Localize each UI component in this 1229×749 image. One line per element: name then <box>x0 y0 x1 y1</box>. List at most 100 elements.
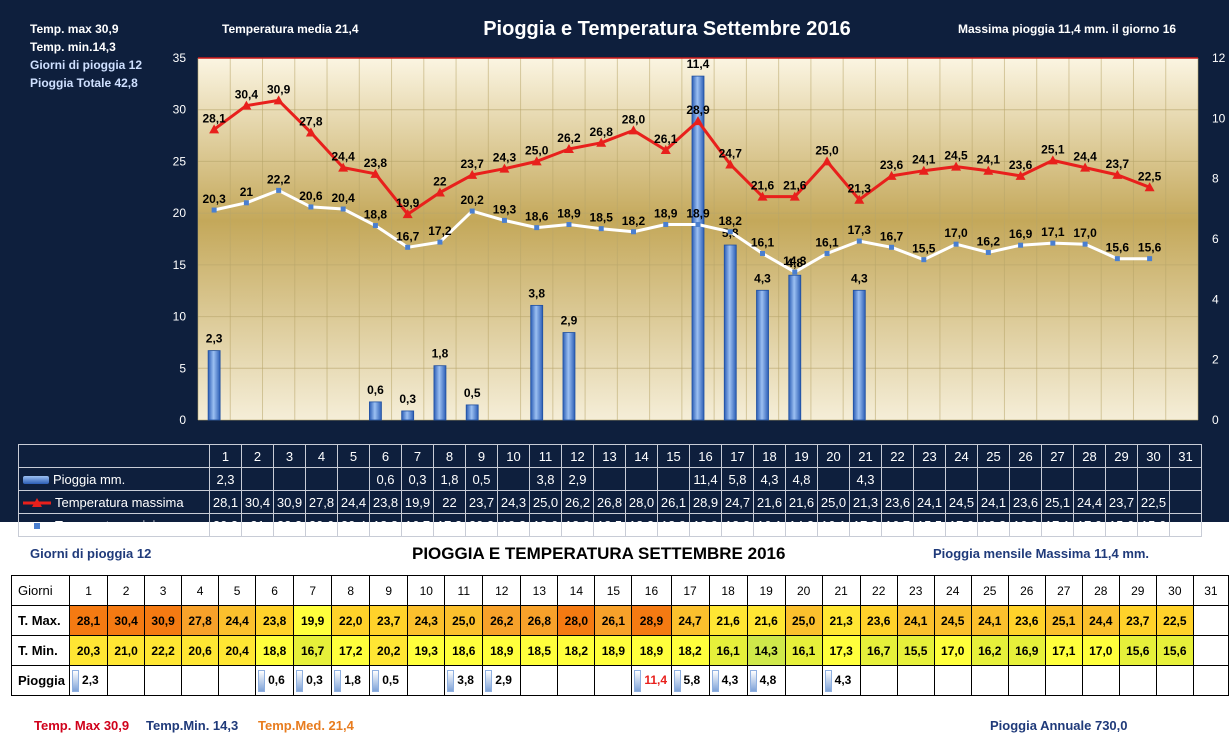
rain-cell <box>305 467 338 491</box>
chart-data-table: 1 2 3 4 5 6 7 8 9 10 11 12 13 14 15 16 17 18 19 20 21 22 23 24 2… <box>18 444 1202 537</box>
tmin-point <box>534 225 540 231</box>
tmin-cell-value: 17,1 <box>1052 643 1076 658</box>
rain-cell <box>1044 665 1083 696</box>
day-cell: 26 <box>1009 444 1042 468</box>
tmin-label: 16,7 <box>880 229 904 243</box>
tmin-label: 15,6 <box>1138 241 1162 255</box>
day-cell: 10 <box>407 575 446 606</box>
tmax-cell: 30,4 <box>241 490 274 514</box>
tmax-cell-value: 23,6 <box>1015 613 1039 628</box>
rain-cell-value: 2,3 <box>82 672 99 687</box>
day-cell-value: 21 <box>834 583 848 598</box>
day-cell: 13 <box>593 444 626 468</box>
tmax-label: 27,8 <box>299 114 323 128</box>
tmax-cell: 26,1 <box>594 605 633 636</box>
tmin-label: 17,2 <box>428 224 452 238</box>
tmax-cell-value: 21,3 <box>829 613 853 628</box>
tmax-cell: 26,2 <box>482 605 522 636</box>
tmax-cell: 26,1 <box>657 490 690 514</box>
rain-cell <box>497 467 530 491</box>
tmin-cell: 16,1 <box>817 513 850 537</box>
legend-rain-label: Pioggia mm. <box>53 471 126 487</box>
tmax-label: 21,6 <box>751 179 775 193</box>
tmax-cell-value: 19,9 <box>300 613 325 628</box>
day-cell-value: 22 <box>872 583 886 598</box>
rain-cell <box>970 665 1009 696</box>
rain-mini-bar <box>447 669 455 692</box>
tmax-label: 30,9 <box>267 82 291 96</box>
tmin-cell: 16,9 <box>1009 513 1042 537</box>
tmin-cell: 14,3 <box>746 635 786 666</box>
tmin-cell: 17,1 <box>1041 513 1074 537</box>
rain-mini-bar <box>372 669 380 692</box>
tmin-label: 20,3 <box>202 192 226 206</box>
footer-tmax: Temp. Max 30,9 <box>34 718 130 733</box>
tmax-point <box>467 169 478 179</box>
tmin-point <box>276 187 282 193</box>
rain-cell <box>896 665 935 696</box>
tmin-cell-value: 17,0 <box>941 643 965 658</box>
tmin-point <box>760 250 766 256</box>
tmin-cell-value: 18,9 <box>639 643 664 658</box>
tmax-cell: 24,1 <box>970 605 1009 636</box>
stat-tmax: Temp. max 30,9 <box>30 22 119 36</box>
left-axis-tick: 35 <box>173 51 187 65</box>
tmin-label: 20,4 <box>331 191 355 205</box>
tmin-cell-value: 18,9 <box>601 643 626 658</box>
tmax-point <box>886 170 897 180</box>
tmin-cell: 18,9 <box>561 513 594 537</box>
rain-cell <box>107 665 146 696</box>
tmin-cell: 15,6 <box>1155 635 1194 666</box>
day-cell: 19 <box>746 575 786 606</box>
tmin-point <box>437 239 443 245</box>
tmin-cell: 16,2 <box>977 513 1010 537</box>
tmax-cell: 22,0 <box>331 605 371 636</box>
rain-cell <box>977 467 1010 491</box>
tmin-cell: 18,8 <box>255 635 295 666</box>
tmax-cell: 24,4 <box>218 605 257 636</box>
rain-label: 0,5 <box>464 386 481 400</box>
day-cell: 8 <box>331 575 371 606</box>
tmin-cell: 18,9 <box>482 635 522 666</box>
tmax-label: 24,3 <box>493 151 517 165</box>
day-cell-value: 15 <box>606 583 621 598</box>
day-cell: 21 <box>821 575 861 606</box>
tmin-cell-value: 20,2 <box>377 643 401 658</box>
tmin-label: 18,2 <box>622 214 646 228</box>
day-cell: 6 <box>255 575 295 606</box>
tmax-cell: 28,1 <box>209 490 242 514</box>
tmin-point <box>630 229 636 235</box>
legend-tmin-label: Temperatura minima <box>55 517 174 533</box>
summary-tmax-row: T. Max. 28,1 30,4 30,9 27,8 24,4 23,8 19,9 22,0 2… <box>10 605 1229 636</box>
tmax-cell: 26,8 <box>593 490 626 514</box>
tmax-cell: 28,9 <box>631 605 672 636</box>
rain-cell-value: 1,8 <box>344 672 361 687</box>
tmax-cell: 23,7 <box>369 605 409 636</box>
tmax-label: 23,7 <box>1106 157 1130 171</box>
left-axis-tick: 20 <box>173 206 187 220</box>
day-cell: 1 <box>69 575 109 606</box>
tmax-cell: 24,3 <box>497 490 530 514</box>
tmax-point <box>854 194 865 204</box>
day-cell-value: 2 <box>122 583 130 598</box>
day-cell: 20 <box>817 444 850 468</box>
tmax-cell-value: 30,9 <box>151 613 175 628</box>
rain-cell: 3,8 <box>529 467 562 491</box>
tmin-label: 17,0 <box>944 226 968 240</box>
tmin-cell-value: 16,2 <box>978 643 1002 658</box>
tmin-cell: 15,6 <box>1137 513 1170 537</box>
tmax-label: 28,1 <box>202 111 226 125</box>
day-cell: 29 <box>1105 444 1138 468</box>
tmax-point <box>660 145 671 155</box>
rain-cell-value: 0,6 <box>268 672 285 687</box>
tmax-cell: 25,1 <box>1044 605 1083 636</box>
day-cell: 24 <box>933 575 972 606</box>
legend-rain-swatch <box>23 476 49 485</box>
tmax-cell: 30,9 <box>144 605 183 636</box>
rain-cell <box>1007 665 1046 696</box>
tmax-point <box>434 187 445 197</box>
rain-cell: 4,8 <box>785 467 818 491</box>
tmax-label: 24,5 <box>944 149 968 163</box>
tmin-cell-value: 18,2 <box>678 643 702 658</box>
tmin-label: 18,2 <box>719 214 743 228</box>
